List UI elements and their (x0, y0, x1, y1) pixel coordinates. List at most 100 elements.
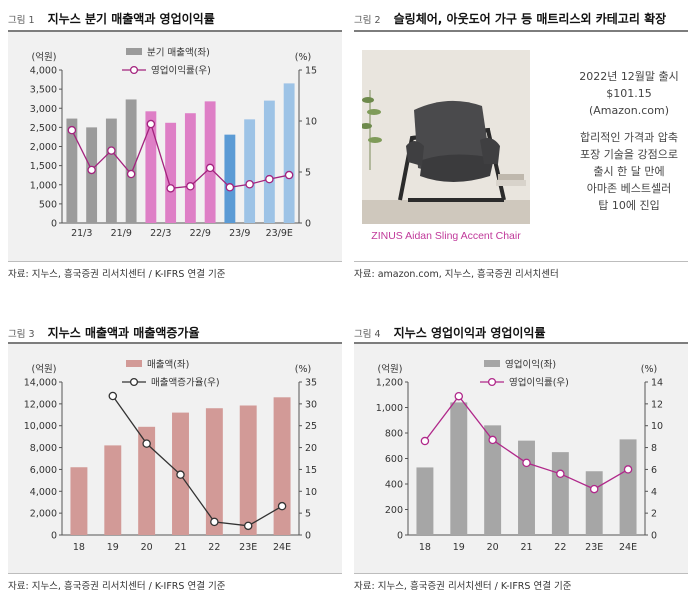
bar (283, 83, 295, 223)
x-axis-tick-label: 24E (619, 542, 637, 553)
bar (416, 467, 434, 535)
left-axis-tick-label: 2,500 (30, 123, 57, 134)
x-axis-tick-label: 22 (554, 542, 566, 553)
x-axis-tick-label: 23/9E (266, 228, 293, 239)
left-axis-unit: (억원) (32, 51, 57, 63)
left-axis-tick-label: 400 (385, 480, 403, 491)
right-axis-tick-label: 5 (305, 509, 311, 520)
legend-bar-label: 매출액(좌) (147, 359, 189, 371)
left-axis-tick-label: 0 (51, 219, 57, 230)
line-point (243, 521, 253, 531)
bar (450, 402, 468, 535)
bar (551, 452, 569, 535)
bar (104, 445, 122, 535)
photo-floor (362, 200, 530, 224)
left-axis-tick-label: 10,000 (24, 421, 57, 432)
line-point (245, 179, 254, 189)
description-line: 2022년 12월말 출시 (579, 70, 679, 83)
x-axis-tick-label: 23E (239, 542, 257, 553)
left-axis-tick-label: 2,000 (30, 509, 57, 520)
legend-bar-swatch (126, 360, 142, 367)
x-axis-tick-label: 20 (141, 542, 153, 553)
line-point (589, 484, 599, 494)
figure-4-bottom-rule (354, 573, 688, 574)
line-point (87, 165, 96, 175)
line-point (265, 174, 274, 184)
left-axis-tick-label: 3,000 (30, 104, 57, 115)
figure-4-top-rule (354, 342, 688, 344)
figure-3-bottom-rule (8, 573, 342, 574)
x-axis-tick-label: 18 (419, 542, 431, 553)
left-axis-tick-label: 200 (385, 505, 403, 516)
chair-icon (398, 100, 506, 202)
line-point (186, 182, 195, 191)
legend-line-label: 매출액증가율(우) (151, 377, 220, 389)
legend-line-label: 영업이익률(우) (509, 377, 569, 389)
line-point (146, 119, 156, 129)
left-axis-tick-label: 500 (39, 199, 57, 210)
line-point (205, 163, 215, 173)
plant-icon (362, 90, 382, 170)
line-point (225, 183, 235, 192)
left-axis-tick-label: 600 (385, 454, 403, 465)
bar (145, 111, 157, 223)
figure-2-panel: 그림 2 슬링체어, 아웃도어 가구 등 매트리스외 카테고리 확장 (354, 6, 688, 286)
left-axis-tick-label: 1,200 (376, 378, 403, 389)
legend-bar-label: 분기 매출액(좌) (147, 47, 210, 59)
legend-line-label: 영업이익률(우) (151, 65, 211, 77)
legend-line-marker (129, 65, 139, 75)
legend-bar-label: 영업이익(좌) (505, 359, 556, 371)
figure-2-body: ZINUS Aidan Sling Accent Chair 2022년 12월… (354, 32, 688, 261)
right-axis-tick-label: 10 (305, 487, 317, 498)
line-point (210, 517, 219, 527)
figure-4-title: 지누스 영업이익과 영업이익률 (393, 326, 546, 340)
legend-bar-swatch (484, 360, 500, 367)
right-axis-tick-label: 6 (651, 465, 657, 476)
figure-1-bottom-rule (8, 261, 342, 262)
figure-1-source: 자료: 지누스, 흥국증권 리서치센터 / K-IFRS 연결 기준 (8, 269, 226, 280)
x-axis-tick-label: 21/3 (71, 228, 92, 239)
line-point (166, 184, 175, 193)
description-line: 포장 기술을 강점으로 (579, 148, 679, 161)
line-point (142, 439, 151, 448)
left-axis-unit: (억원) (32, 363, 57, 375)
bar (619, 439, 637, 535)
figure-2-bottom-rule (354, 261, 688, 262)
bar (105, 118, 117, 223)
figure-4-panel: 그림 4 지누스 영업이익과 영업이익률 0 200 400 600 800 1,000 1… (354, 320, 688, 600)
figure-2-title: 슬링체어, 아웃도어 가구 등 매트리스외 카테고리 확장 (393, 12, 667, 26)
x-axis-tick-label: 23/9 (229, 228, 250, 239)
figure-1-number: 그림 1 (8, 15, 35, 26)
line-point (556, 469, 565, 479)
left-axis-tick-label: 2,000 (30, 142, 57, 153)
right-axis-tick-label: 4 (651, 487, 657, 498)
bar (184, 113, 196, 223)
right-axis-tick-label: 0 (651, 531, 657, 542)
figure-3-header: 그림 3 지누스 매출액과 매출액증가율 (8, 322, 200, 342)
x-axis-tick-label: 19 (453, 542, 465, 553)
right-axis-unit: (%) (295, 52, 311, 63)
right-axis-tick-label: 15 (305, 465, 317, 476)
bar (518, 440, 535, 535)
left-axis-tick-label: 800 (385, 429, 403, 440)
left-axis-tick-label: 1,000 (30, 180, 57, 191)
line-point (67, 125, 77, 135)
figure-3-number: 그림 3 (8, 329, 35, 340)
line-point (126, 169, 136, 179)
bar (205, 408, 223, 535)
figure-2-source: 자료: amazon.com, 지누스, 흥국증권 리서치센터 (354, 269, 559, 280)
sling-chair-photo (362, 50, 530, 224)
sling-chair-illustration (362, 50, 530, 224)
left-axis-tick-label: 3,500 (30, 85, 57, 96)
bar (263, 100, 275, 223)
x-axis-tick-label: 22/3 (150, 228, 171, 239)
figure-4-chart: 0 200 400 600 800 1,000 1,200 0 2 4 6 8 10 12 14 (억원) (%… (376, 359, 663, 554)
books-icon (496, 174, 526, 186)
left-axis-tick-label: 4,000 (30, 487, 57, 498)
legend-line-marker (487, 377, 497, 387)
right-axis-tick-label: 25 (305, 421, 317, 432)
legend-bar-swatch (126, 48, 142, 55)
right-axis-tick-label: 35 (305, 378, 317, 389)
left-axis-tick-label: 6,000 (30, 465, 57, 476)
description-line: $101.15 (606, 87, 652, 100)
